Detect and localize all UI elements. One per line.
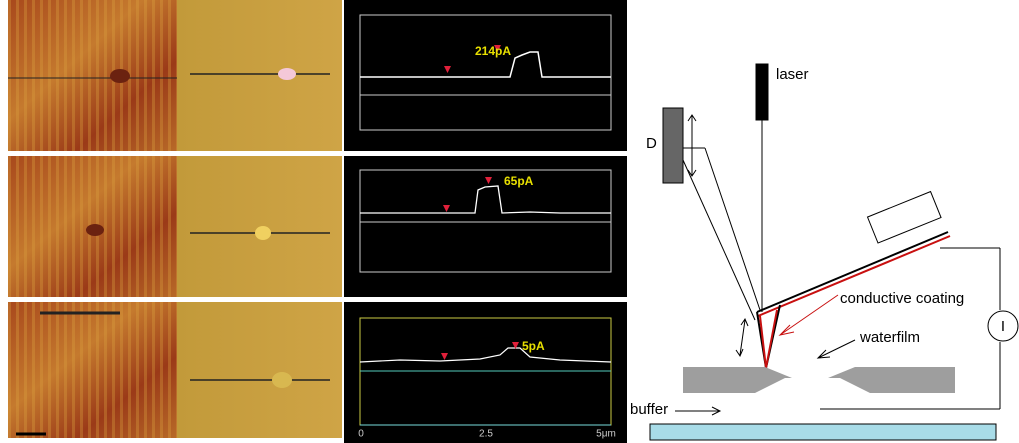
peak-label: 5pA — [522, 339, 545, 353]
afm-images — [8, 0, 342, 438]
x-tick-label: 0 — [358, 429, 364, 440]
current-label: I — [1001, 318, 1005, 335]
x-tick-label: 2.5 — [479, 429, 493, 440]
buffer-label: buffer — [630, 401, 668, 418]
laser-label: laser — [776, 66, 809, 83]
x-tick-label: 5μm — [596, 429, 616, 440]
schematic — [650, 64, 1018, 440]
detector-label: D — [646, 135, 657, 152]
peak-label: 214pA — [475, 44, 511, 58]
profile-panels — [344, 0, 627, 443]
coating-label: conductive coating — [840, 290, 964, 307]
water-label: waterfilm — [859, 329, 920, 346]
peak-label: 65pA — [504, 174, 534, 188]
figure: 214pA 65pA 5pA 0 2.5 5μm laser D conduct… — [0, 0, 1019, 443]
